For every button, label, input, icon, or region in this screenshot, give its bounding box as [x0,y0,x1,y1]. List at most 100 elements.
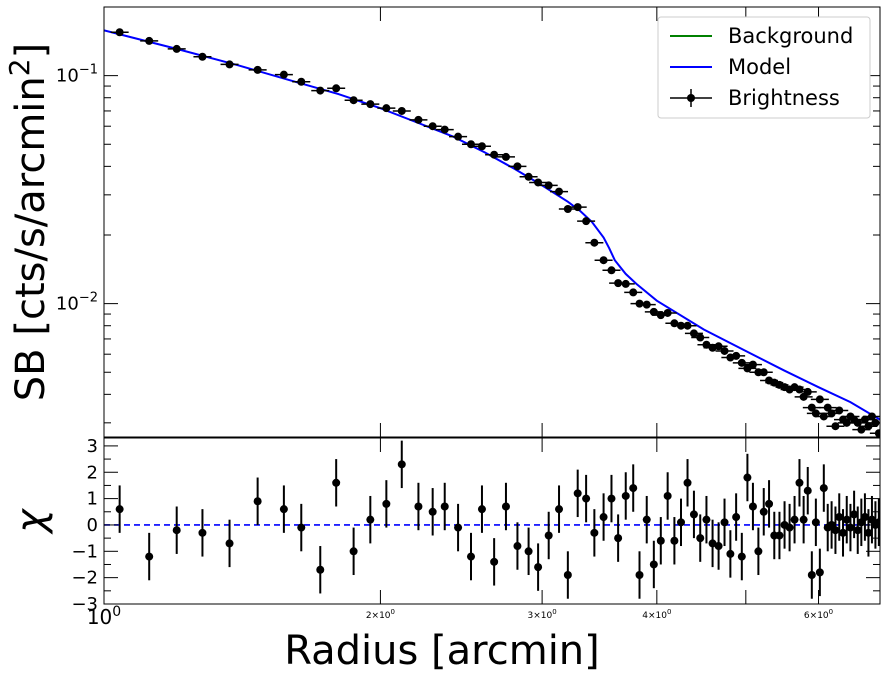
residual-point [349,547,358,556]
radius-x-tick-label: 6×100 [804,608,833,621]
residual-point [811,518,820,527]
brightness-point [513,162,522,171]
residual-point [790,515,799,524]
brightness-point [621,279,630,288]
radius-x-ticks: 100 2×100 3×100 4×100 6×100 [87,438,881,629]
residual-point [642,515,651,524]
sb-y-axis-label: SB [cts/s/arcmin2] [3,43,54,401]
brightness-point [590,238,599,247]
brightness-point [803,387,812,396]
residual-point [864,528,873,537]
residual-point [743,473,752,482]
residual-point [382,499,391,508]
residual-point [748,502,757,511]
brightness-point [835,406,844,415]
residual-y-tick-label: 1 [87,489,98,510]
brightness-point [534,178,543,187]
residual-point [629,484,638,493]
brightness-point [225,60,234,69]
residual-point [573,489,582,498]
residual-point [607,494,616,503]
brightness-point [440,125,449,134]
residual-y-tick-label: 3 [87,436,98,457]
residual-point [534,563,543,572]
residual-plot-frame [103,437,881,605]
residual-point [225,539,234,548]
radius-x-tick-label: 100 [87,604,121,629]
residual-point [466,552,475,561]
residual-point [621,491,630,500]
residual-point [850,510,859,519]
brightness-point [501,152,510,161]
brightness-point [811,409,820,418]
residual-point [590,528,599,537]
residual-y-tick-label: 2 [87,462,98,483]
residual-point [414,502,423,511]
brightness-point [629,288,638,297]
legend-box [657,16,871,119]
residual-point [799,515,808,524]
residual-point [397,460,406,469]
brightness-point [563,205,572,214]
brightness-point [737,358,746,367]
residual-point [702,515,711,524]
brightness-point [477,142,486,151]
brightness-point [466,140,475,149]
brightness-point [714,342,723,351]
residual-y-tick-label: −2 [71,568,98,589]
brightness-point [683,321,692,330]
legend: Background Model Brightness [657,16,871,119]
residual-point [677,518,686,527]
legend-label-brightness: Brightness [728,86,840,110]
legend-label-model: Model [728,55,791,79]
residual-point [737,552,746,561]
brightness-point [815,395,824,404]
brightness-point [297,77,306,86]
brightness-point [397,106,406,115]
brightness-point [414,115,423,124]
residual-point [670,536,679,545]
brightness-point [599,256,608,265]
brightness-point [349,96,358,105]
residual-point [803,486,812,495]
brightness-point [759,368,768,377]
brightness-point [198,52,207,61]
brightness-point [732,351,741,360]
residual-point [614,534,623,543]
brightness-point [635,299,644,308]
residual-point [524,547,533,556]
residual-point [513,542,522,551]
radius-x-tick-label: 3×100 [528,608,557,621]
sb-y-ticks: 10−1 10−2 [56,6,881,437]
brightness-point [366,100,375,109]
residual-point [683,478,692,487]
residual-point [835,513,844,522]
brightness-point [555,187,564,196]
residual-point [599,513,608,522]
brightness-point [702,340,711,349]
residual-point [754,547,763,556]
residual-point [874,518,880,527]
brightness-point [827,409,836,418]
residual-point [316,565,325,574]
brightness-point [524,172,533,181]
residual-point [428,507,437,516]
residual-point [853,526,862,535]
brightness-point [663,308,672,317]
model-line [104,29,880,421]
residual-point [785,523,794,532]
brightness-point [316,86,325,95]
residual-point [490,557,499,566]
brightness-points [110,28,880,437]
brightness-point [689,329,698,338]
residual-point [720,518,729,527]
residual-point [795,478,804,487]
residual-point [332,478,341,487]
brightness-point [115,28,124,37]
sb-panel: 10−1 10−2 SB [cts/s/arcmin2] [3,6,881,438]
residual-point [440,502,449,511]
residual-point [860,513,869,522]
brightness-point [867,412,876,421]
residual-point [656,536,665,545]
